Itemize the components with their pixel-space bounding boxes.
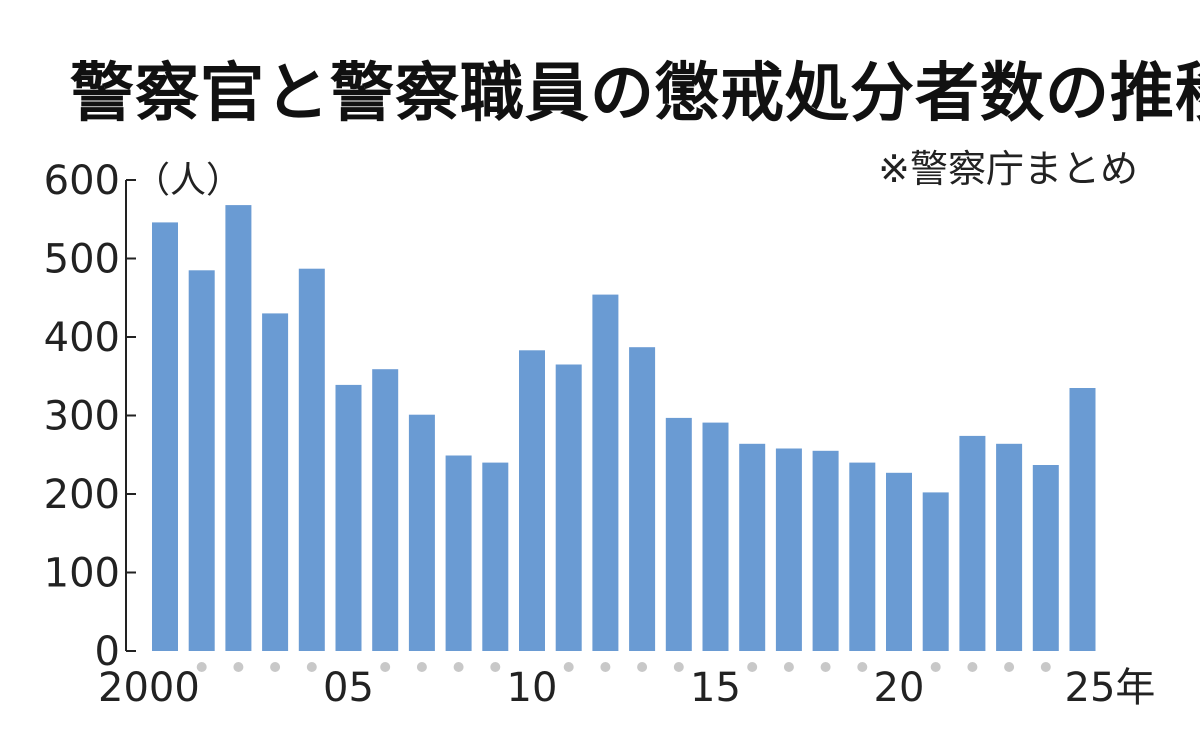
x-tick-label-2010: 10 (507, 665, 558, 711)
chart-title: 警察官と警察職員の懲戒処分者数の推移 (70, 57, 1200, 131)
x-tick-dot-2009 (490, 662, 501, 672)
x-tick-dot-2011 (563, 662, 574, 672)
x-tick-label-2000: 2000 (98, 665, 200, 711)
bar-2018 (812, 450, 839, 651)
bar-2007 (408, 414, 435, 651)
y-tick-label-400: 400 (44, 315, 120, 361)
x-tick-dot-2003 (270, 662, 281, 672)
y-axis: 0 100 200 300 400 500 600 (44, 158, 136, 675)
bar-2024 (1032, 465, 1059, 651)
x-tick-dot-2004 (306, 662, 317, 672)
bar-2020 (886, 472, 912, 651)
x-tick-dot-2024 (1040, 662, 1051, 672)
y-axis-unit: （人） (134, 160, 242, 201)
bar-2004 (298, 268, 325, 651)
x-tick-dot-2018 (820, 662, 831, 672)
x-tick-label-2015: 15 (690, 665, 741, 711)
bar-2013 (629, 347, 656, 651)
bar-2015 (702, 422, 729, 651)
bar-2021 (922, 492, 949, 651)
x-tick-dot-2022 (967, 662, 978, 672)
bar-2001 (188, 270, 215, 651)
bar-2003 (262, 313, 289, 651)
y-tick-label-200: 200 (44, 472, 120, 518)
bar-2012 (592, 294, 619, 651)
y-tick-label-600: 600 (44, 158, 120, 204)
bars-group (152, 205, 1096, 651)
bar-2006 (372, 369, 399, 651)
bar-2017 (775, 448, 802, 651)
x-tick-dot-2021 (930, 662, 941, 672)
x-tick-dot-2013 (637, 662, 648, 672)
x-tick-dot-2007 (416, 662, 427, 672)
x-tick-label-2005: 05 (323, 665, 374, 711)
bar-2025 (1069, 388, 1096, 651)
bar-2010 (519, 350, 545, 651)
bar-2002 (225, 205, 252, 651)
bar-2022 (959, 435, 986, 651)
x-tick-label-2020: 20 (874, 665, 925, 711)
bar-2000 (152, 222, 178, 651)
bar-2016 (739, 443, 766, 651)
bar-2008 (445, 455, 472, 651)
y-tick-label-500: 500 (44, 237, 120, 283)
x-tick-dot-2016 (747, 662, 758, 672)
bar-2011 (555, 364, 582, 651)
y-tick-label-100: 100 (44, 551, 120, 597)
bar-2023 (996, 443, 1023, 651)
x-tick-dot-2017 (783, 662, 794, 672)
x-tick-dot-2006 (380, 662, 391, 672)
x-tick-dot-2001 (196, 662, 207, 672)
bar-2005 (335, 384, 362, 651)
source-note: ※警察庁まとめ (878, 147, 1138, 191)
y-tick-label-300: 300 (44, 394, 120, 440)
x-axis: 2000 05 10 15 20 25年 (98, 662, 1155, 711)
x-tick-dot-2002 (233, 662, 244, 672)
x-tick-dot-2008 (453, 662, 464, 672)
bar-2009 (482, 462, 509, 651)
x-tick-dot-2014 (673, 662, 684, 672)
x-tick-dot-2023 (1004, 662, 1015, 672)
bar-2019 (849, 462, 876, 651)
x-tick-label-2025: 25年 (1065, 665, 1156, 711)
y-tick-label-0: 0 (95, 629, 120, 675)
bar-2014 (665, 417, 692, 651)
x-tick-dot-2019 (857, 662, 868, 672)
x-tick-dot-2012 (600, 662, 611, 672)
